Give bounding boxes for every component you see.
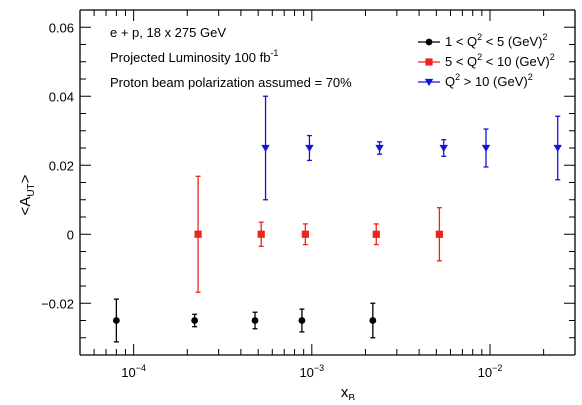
y-tick-label: 0.04 [49,89,74,104]
data-point-1 [369,317,377,324]
data-point-3 [481,144,491,152]
legend-label-1: 1 < Q2 < 5 (GeV)2 [445,32,548,49]
y-tick-label: 0 [67,227,74,242]
x-axis-title: xB [341,384,356,400]
data-point-1 [251,317,259,324]
x-tick-label: 10−3 [299,363,324,380]
data-point-3 [375,144,384,152]
y-tick-label: 0.02 [49,158,74,173]
data-point-2 [257,230,265,238]
data-point-2 [435,230,443,238]
legend-label-3: Q2 > 10 (GeV)2 [445,72,533,89]
data-point-2 [194,230,202,238]
data-point-2 [372,230,380,238]
data-point-3 [439,144,448,152]
annotations: e + p, 18 x 275 GeV Projected Luminosity … [110,25,352,90]
y-axis-title: <AUT> [17,174,37,215]
y-tick-label: −0.02 [41,296,74,311]
annotation-beam: e + p, 18 x 275 GeV [110,25,226,40]
y-tick-label: 0.06 [49,20,74,35]
data-point-2 [301,230,309,238]
legend-label-2: 5 < Q2 < 10 (GeV)2 [445,52,555,69]
legend-marker-3 [424,78,434,86]
data-point-1 [112,317,120,324]
annotation-pol: Proton beam polarization assumed = 70% [110,75,352,90]
legend-marker-1 [425,38,433,46]
data-point-3 [261,144,270,152]
legend: 1 < Q2 < 5 (GeV)2 5 < Q2 < 10 (GeV)2 Q2 > … [418,32,555,89]
axes: 10−4 10−3 10−2 −0.02 0 0.02 0.04 0.06 xB <AUT> [17,9,576,404]
x-tick-label: 10−4 [121,363,146,380]
data-point-1 [298,317,306,324]
annotation-lumi: Projected Luminosity 100 fb-1 [110,48,278,65]
data-points [112,95,562,343]
legend-marker-2 [425,58,433,66]
data-point-1 [191,317,199,324]
data-point-3 [553,144,562,152]
x-tick-label: 10−2 [478,363,503,380]
data-point-3 [305,144,314,152]
